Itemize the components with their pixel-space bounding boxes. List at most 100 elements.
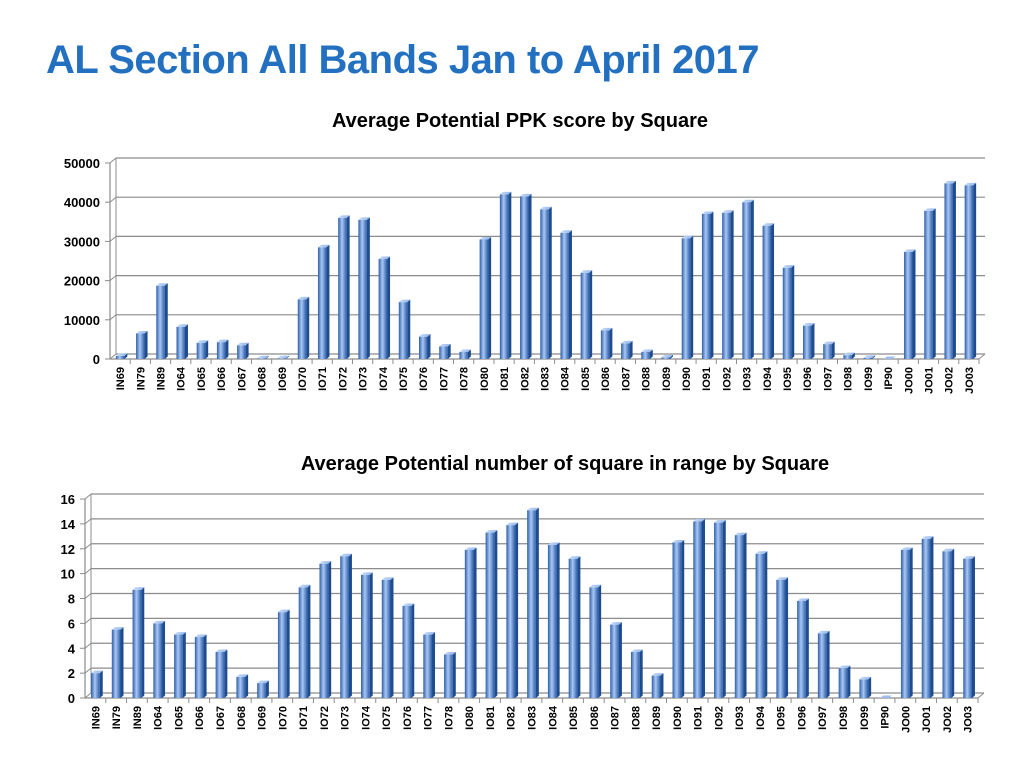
bar-side bbox=[515, 522, 519, 698]
bar-top bbox=[378, 256, 391, 260]
bar-top bbox=[506, 522, 519, 526]
bar-top bbox=[215, 649, 228, 652]
bar-side bbox=[548, 206, 552, 359]
y-tick-label: 0 bbox=[93, 352, 100, 367]
bar bbox=[298, 587, 308, 698]
bar-top bbox=[297, 296, 310, 300]
y-tick-label: 4 bbox=[68, 641, 76, 656]
bar bbox=[317, 247, 327, 359]
bar-side bbox=[286, 609, 290, 698]
gridline-depth bbox=[84, 568, 92, 575]
x-tick-label: IO98 bbox=[843, 367, 855, 391]
bar-side bbox=[791, 265, 795, 359]
bar bbox=[651, 675, 661, 698]
y-tick-label: 20000 bbox=[64, 274, 100, 289]
gridline-depth bbox=[84, 593, 92, 599]
bar bbox=[883, 356, 896, 359]
y-tick-label: 10000 bbox=[64, 313, 100, 328]
bar-top bbox=[630, 649, 643, 652]
bar bbox=[589, 587, 599, 698]
x-tick-label: IO75 bbox=[398, 367, 410, 391]
bar-top bbox=[863, 355, 876, 358]
y-tick-label: 30000 bbox=[64, 234, 100, 249]
bar bbox=[802, 325, 812, 359]
x-tick-label: IO73 bbox=[340, 706, 352, 730]
bar-top bbox=[216, 339, 229, 343]
bar-top bbox=[358, 217, 370, 220]
bar bbox=[153, 623, 163, 698]
bar bbox=[641, 351, 650, 359]
bar bbox=[381, 579, 391, 698]
bar-side bbox=[427, 334, 431, 359]
bar-top bbox=[701, 211, 714, 214]
bar-top bbox=[843, 352, 855, 356]
bar-top bbox=[338, 215, 350, 218]
chart-title: Average Potential PPK score by Square bbox=[332, 110, 708, 132]
page-title: AL Section All Bands Jan to April 2017 bbox=[46, 38, 760, 82]
bar-side bbox=[971, 556, 975, 698]
gridline-depth bbox=[84, 692, 92, 699]
bar-top bbox=[111, 627, 124, 630]
bar-top bbox=[963, 556, 975, 559]
bar-side bbox=[387, 256, 391, 359]
y-tick-label: 40000 bbox=[64, 195, 100, 210]
bar bbox=[755, 553, 765, 698]
bar bbox=[547, 545, 557, 698]
x-tick-label: IO96 bbox=[796, 706, 808, 730]
bar-top bbox=[859, 676, 872, 680]
x-tick-label: IO85 bbox=[580, 367, 592, 391]
bar bbox=[734, 535, 744, 698]
bar-side bbox=[224, 649, 228, 698]
bar-side bbox=[184, 324, 188, 359]
x-tick-label: IO91 bbox=[701, 367, 713, 391]
bar-top bbox=[600, 327, 613, 331]
x-tick-label: IO98 bbox=[838, 706, 850, 730]
bar bbox=[776, 579, 786, 698]
bar-top bbox=[257, 680, 269, 684]
y-tick-label: 8 bbox=[68, 592, 75, 607]
bar bbox=[863, 357, 873, 359]
bar-side bbox=[750, 199, 754, 359]
bar-side bbox=[826, 630, 830, 698]
bar-side bbox=[609, 327, 613, 359]
floor-edge bbox=[977, 692, 985, 699]
bar-side bbox=[577, 556, 581, 698]
bar-top bbox=[802, 323, 815, 326]
x-tick-label: IO89 bbox=[651, 706, 663, 730]
bar-top bbox=[340, 553, 352, 557]
bar bbox=[237, 345, 246, 359]
x-tick-label: IN69 bbox=[115, 367, 127, 390]
bar-top bbox=[479, 236, 492, 240]
x-tick-label: IO85 bbox=[568, 706, 580, 730]
bar-side bbox=[785, 577, 789, 698]
bar-side bbox=[771, 223, 775, 359]
x-tick-label: IO83 bbox=[527, 706, 539, 730]
gridline-depth bbox=[109, 196, 117, 203]
bar-top bbox=[722, 210, 734, 213]
bar bbox=[319, 563, 329, 698]
bar-side bbox=[811, 323, 815, 359]
x-tick-label: IO78 bbox=[459, 367, 471, 391]
gridline-depth bbox=[109, 275, 117, 281]
x-tick-label: IO87 bbox=[620, 367, 632, 391]
bar bbox=[942, 551, 952, 698]
bar-top bbox=[924, 208, 936, 211]
y-tick-label: 2 bbox=[68, 666, 75, 681]
x-tick-label: JO03 bbox=[964, 367, 976, 394]
bar bbox=[464, 549, 474, 698]
x-tick-label: IO84 bbox=[560, 366, 572, 391]
x-tick-label: IO72 bbox=[319, 706, 331, 730]
bar-side bbox=[346, 215, 350, 359]
bar-side bbox=[702, 518, 706, 698]
x-tick-label: JO02 bbox=[942, 706, 954, 733]
x-tick-label: IO71 bbox=[298, 706, 310, 730]
bar-top bbox=[136, 331, 148, 334]
x-tick-label: IO67 bbox=[215, 706, 227, 730]
bar-side bbox=[951, 548, 955, 698]
gridline-depth bbox=[109, 157, 117, 164]
bar-side bbox=[847, 665, 851, 698]
x-tick-label: IO77 bbox=[423, 706, 435, 730]
x-tick-label: IO69 bbox=[277, 367, 289, 391]
bar-side bbox=[473, 547, 477, 698]
bar bbox=[459, 351, 468, 359]
